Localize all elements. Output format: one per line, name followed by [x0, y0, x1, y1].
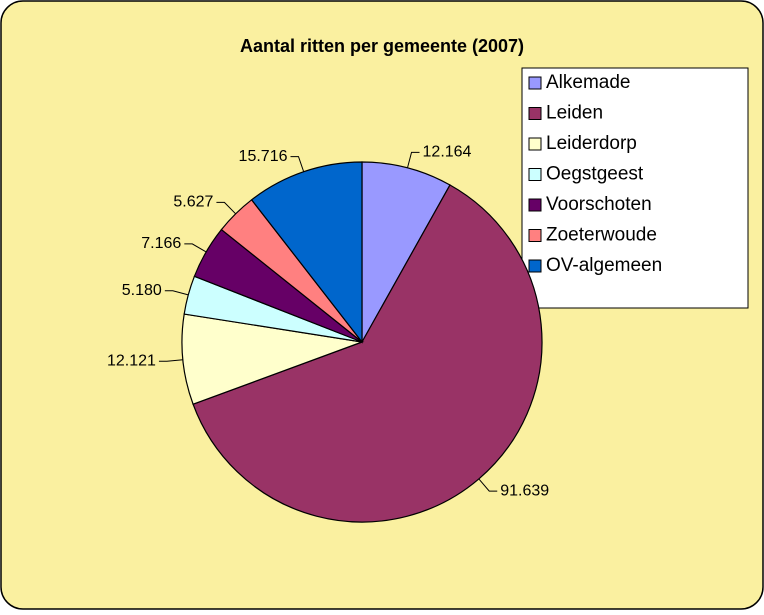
pie-slice — [361, 161, 451, 345]
legend-box — [521, 67, 749, 309]
leader-line — [406, 151, 420, 168]
data-label: 12.121 — [107, 353, 156, 370]
legend-swatch — [528, 76, 542, 90]
legend-swatch — [528, 198, 542, 212]
legend-label: Zoeterwoude — [546, 225, 657, 246]
legend-label: Leiderdorp — [546, 133, 637, 154]
data-label: 7.166 — [141, 235, 181, 252]
leader-line — [184, 243, 207, 253]
legend-label: Leiden — [546, 103, 603, 124]
data-label: 91.639 — [500, 482, 549, 499]
legend-swatch — [528, 229, 542, 242]
legend-label: OV-algemeen — [546, 255, 662, 276]
data-label: 15.716 — [239, 148, 288, 165]
pie-slice — [181, 313, 365, 406]
legend-label: Alkemade — [546, 72, 631, 93]
legend-swatch — [528, 107, 542, 120]
legend-swatch — [528, 259, 542, 273]
data-label: 12.164 — [423, 144, 472, 161]
data-label: 5.627 — [173, 194, 213, 211]
legend-swatch — [528, 137, 542, 151]
leader-line — [158, 359, 183, 362]
legend-label: Voorschoten — [546, 194, 652, 215]
legend-label: Oegstgeest — [546, 164, 644, 185]
pie-slice — [250, 161, 363, 344]
leader-line — [290, 156, 305, 172]
data-label: 5.180 — [122, 282, 162, 299]
chart-title: Aantal ritten per gemeente (2007) — [240, 36, 524, 56]
leader-line — [216, 201, 237, 215]
leader-line — [164, 290, 189, 296]
leader-line — [478, 478, 498, 492]
legend-swatch — [528, 168, 542, 181]
